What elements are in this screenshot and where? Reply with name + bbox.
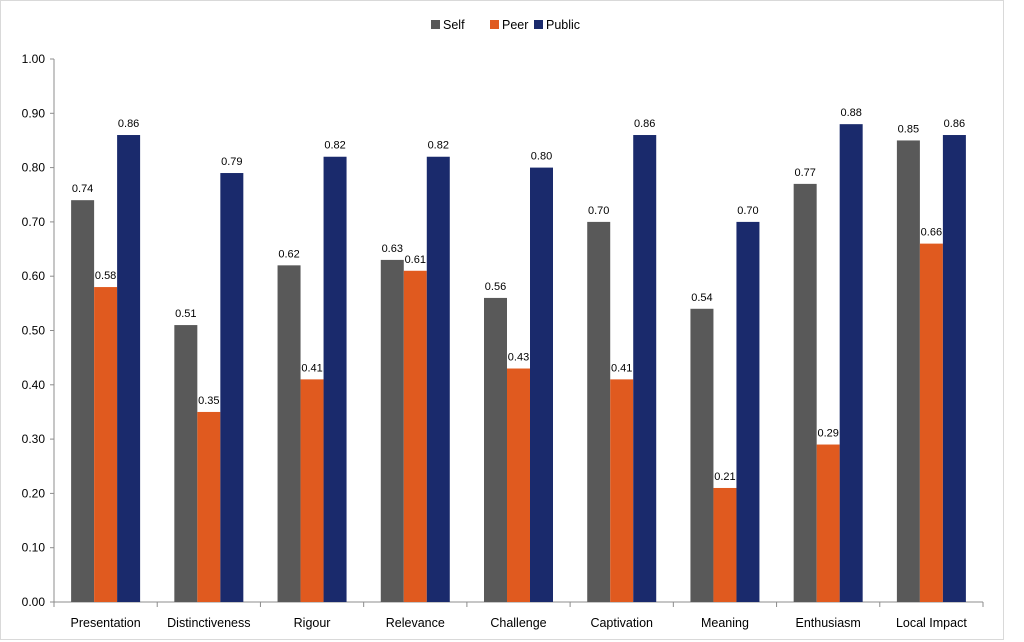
data-labels: 0.74 0.58 0.86 0.51 0.35 0.79 0.62 0.41 0.82 0.63…	[72, 107, 965, 483]
legend: Self Peer Public	[431, 18, 580, 32]
bar-public	[117, 135, 141, 602]
bar-public	[426, 156, 450, 603]
bar-peer	[197, 411, 221, 602]
bars	[71, 124, 966, 603]
y-tick-label: 0.70	[22, 215, 46, 229]
bar-self	[277, 265, 301, 602]
data-label-peer: 0.35	[198, 395, 219, 407]
category-label: Rigour	[294, 616, 331, 630]
y-axis: 0.00 0.10 0.20 0.30 0.40 0.50 0.60 0.70 0.80 0.90…	[22, 52, 55, 609]
data-label-self: 0.85	[898, 123, 919, 135]
bar-peer	[403, 270, 427, 602]
y-tick-label: 0.50	[22, 324, 46, 338]
category-label: Distinctiveness	[167, 616, 250, 630]
bar-self	[587, 221, 611, 602]
data-label-self: 0.51	[175, 308, 196, 320]
chart-frame: Self Peer Public 0.00 0.10 0.20 0.30 0.40 0.50 0…	[0, 0, 1004, 640]
category-label: Enthusiasm	[796, 616, 861, 630]
data-label-peer: 0.66	[921, 227, 942, 239]
data-label-self: 0.56	[485, 281, 506, 293]
y-tick-label: 0.00	[22, 595, 46, 609]
data-label-public: 0.80	[531, 151, 552, 163]
data-label-peer: 0.29	[817, 428, 838, 440]
bar-chart: Self Peer Public 0.000.100.200.300.400.500…	[22, 18, 984, 630]
y-tick-label: 0.90	[22, 106, 46, 120]
data-label-peer: 0.21	[714, 471, 735, 483]
legend-swatch-self	[431, 20, 440, 29]
data-label-peer: 0.41	[301, 362, 322, 374]
bar-peer	[713, 487, 737, 602]
legend-swatch-peer	[490, 20, 499, 29]
y-tick-label: 0.40	[22, 378, 46, 392]
data-label-self: 0.54	[691, 292, 712, 304]
y-tick-label: 0.60	[22, 269, 46, 283]
data-label-public: 0.88	[840, 107, 861, 119]
data-label-public: 0.86	[118, 118, 139, 130]
bar-public	[323, 156, 347, 603]
y-tick-label: 0.20	[22, 486, 46, 500]
bar-self	[380, 259, 404, 602]
data-label-public: 0.70	[737, 205, 758, 217]
bar-self	[793, 183, 817, 602]
bar-public	[839, 124, 863, 602]
bar-self	[484, 297, 507, 602]
bar-peer	[507, 368, 530, 602]
data-label-self: 0.77	[794, 167, 815, 179]
category-label: Captivation	[590, 616, 653, 630]
legend-label-self: Self	[443, 18, 465, 32]
bar-peer	[300, 379, 324, 602]
legend-label-public: Public	[546, 18, 580, 32]
bar-peer	[816, 444, 840, 602]
data-label-self: 0.63	[382, 243, 403, 255]
data-label-peer: 0.58	[95, 270, 116, 282]
bar-public	[220, 173, 244, 602]
data-label-self: 0.74	[72, 183, 93, 195]
bar-self	[896, 140, 920, 602]
bar-self	[690, 308, 714, 602]
legend-swatch-public	[534, 20, 543, 29]
bar-public	[530, 167, 553, 602]
data-label-public: 0.86	[944, 118, 965, 130]
legend-label-peer: Peer	[502, 18, 528, 32]
data-label-peer: 0.43	[508, 352, 529, 364]
data-label-peer: 0.61	[405, 254, 426, 266]
y-tick-label: 1.00	[22, 52, 46, 66]
category-label: Local Impact	[896, 616, 967, 630]
bar-self	[71, 200, 95, 602]
bar-peer	[610, 379, 634, 602]
category-label: Relevance	[386, 616, 445, 630]
x-axis: Presentation Distinctiveness Rigour Relevan…	[53, 601, 984, 630]
y-tick-label: 0.30	[22, 432, 46, 446]
category-label: Meaning	[701, 616, 749, 630]
data-label-public: 0.86	[634, 118, 655, 130]
data-label-public: 0.79	[221, 156, 242, 168]
category-label: Challenge	[490, 616, 546, 630]
data-label-self: 0.70	[588, 205, 609, 217]
bar-peer	[919, 243, 943, 602]
bar-self	[174, 325, 198, 602]
category-label: Presentation	[71, 616, 141, 630]
data-label-public: 0.82	[324, 140, 345, 152]
y-tick-label: 0.10	[22, 541, 46, 555]
data-label-peer: 0.41	[611, 362, 632, 374]
data-label-self: 0.62	[278, 248, 299, 260]
bar-public	[633, 135, 657, 602]
bar-public	[942, 135, 966, 602]
bar-public	[736, 221, 760, 602]
bar-peer	[94, 287, 118, 602]
y-tick-label: 0.80	[22, 161, 46, 175]
data-label-public: 0.82	[428, 140, 449, 152]
